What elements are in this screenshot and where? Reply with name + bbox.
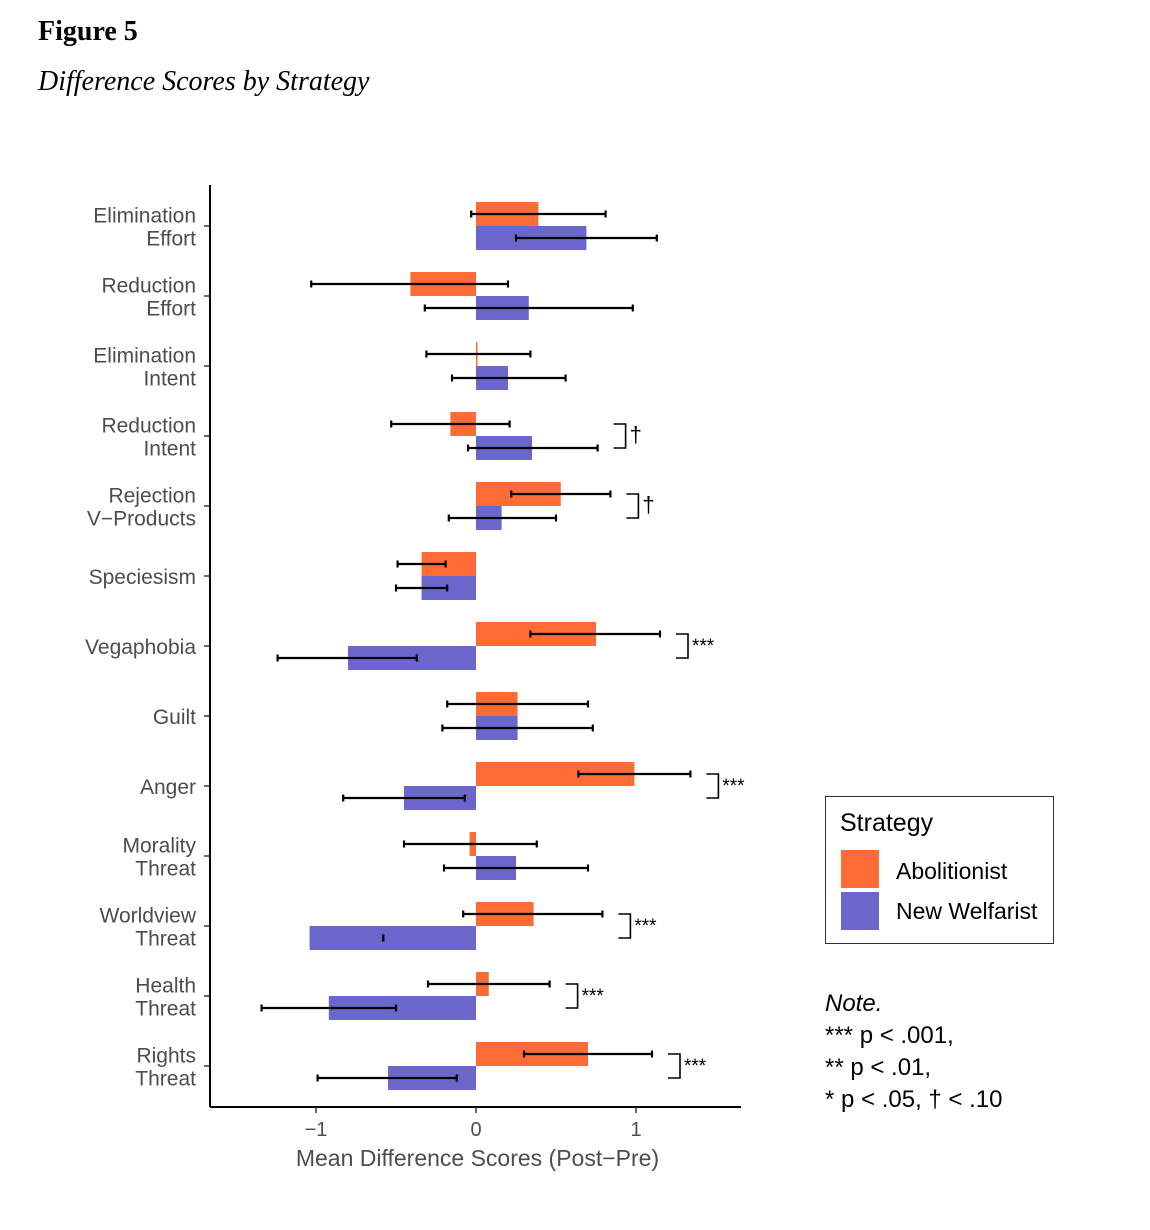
legend-key-new-welfarist [841,892,879,930]
significance-label: † [630,422,642,447]
significance-bracket [618,913,632,939]
category-label: Threat [135,928,196,951]
legend: Strategy Abolitionist New Welfarist [825,796,1054,944]
significance-bracket [706,773,720,799]
significance-label: *** [582,986,605,1007]
category-label: Speciesism [89,566,196,589]
note-line: * p < .05, † < .10 [825,1086,1003,1113]
category-label: Threat [135,998,196,1021]
category-label: Rejection [108,485,196,508]
note-line: ** p < .01, [825,1054,932,1081]
significance-label: *** [692,636,715,657]
category-label: Morality [122,835,196,858]
category-label: Guilt [153,706,196,729]
significance-bracket [668,1053,681,1079]
category-label: Elimination [93,205,196,228]
significance-bracket [676,633,689,659]
category-label: Intent [143,368,196,391]
x-axis-label: Mean Difference Scores (Post−Pre) [296,1145,659,1171]
significance-label: † [642,492,654,517]
significance-bracket [626,493,640,519]
significance-label: *** [684,1056,707,1077]
figure-label: Figure 5 [38,16,138,47]
category-label: Vegaphobia [85,636,196,659]
note-line: *** p < .001, [825,1022,954,1049]
x-tick-label: −1 [305,1119,328,1141]
figure-title: Difference Scores by Strategy [38,66,370,97]
significance-label: *** [634,916,657,937]
category-label: Health [135,975,196,998]
category-label: Worldview [100,905,197,928]
legend-label-abolitionist: Abolitionist [896,858,1008,884]
significance-label: *** [722,776,745,797]
category-label: Threat [135,858,196,881]
category-label: Reduction [101,275,196,298]
x-tick-label: 0 [470,1119,481,1141]
significance-bracket [565,983,579,1009]
category-label: V−Products [87,508,196,531]
legend-label-new-welfarist: New Welfarist [896,898,1038,924]
significance-note: Note. *** p < .001, ** p < .01, * p < .0… [825,988,1002,1116]
category-label: Reduction [101,415,196,438]
category-label: Effort [146,228,196,251]
note-title: Note. [825,990,883,1017]
x-tick-label: 1 [630,1119,641,1141]
legend-key-abolitionist [841,850,879,888]
significance-bracket [613,423,627,449]
legend-title: Strategy [840,809,934,837]
category-label: Effort [146,298,196,321]
category-label: Threat [135,1068,196,1091]
category-label: Rights [136,1045,196,1068]
category-label: Elimination [93,345,196,368]
category-label: Anger [140,776,196,799]
bar [309,926,476,950]
category-label: Intent [143,438,196,461]
